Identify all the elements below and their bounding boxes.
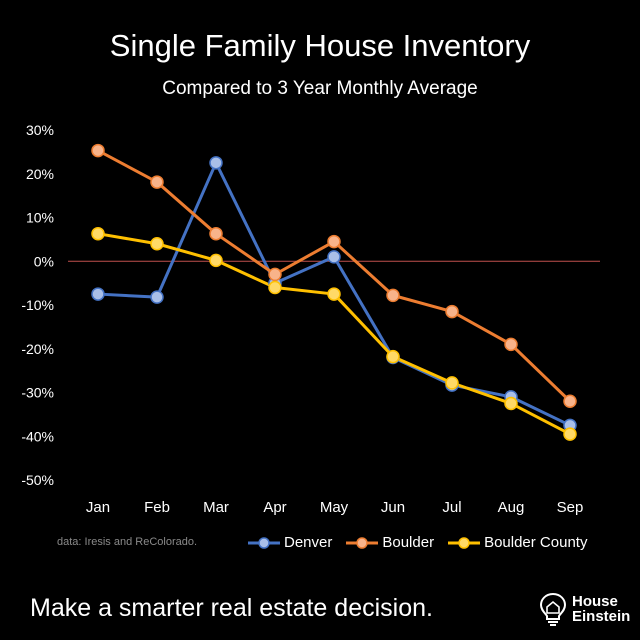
data-point-boulder-county bbox=[150, 237, 164, 251]
data-point-boulder bbox=[209, 226, 223, 241]
data-point-boulder bbox=[445, 304, 459, 319]
series-line-boulder bbox=[97, 149, 572, 403]
x-tick-label: Aug bbox=[498, 499, 525, 516]
data-point-boulder-county bbox=[209, 253, 223, 268]
chart-subtitle: Compared to 3 Year Monthly Average bbox=[162, 78, 478, 99]
x-tick-label: Jun bbox=[381, 499, 405, 516]
y-tick-label: 10% bbox=[26, 210, 54, 226]
y-tick-label: -50% bbox=[21, 472, 54, 488]
y-tick-label: -20% bbox=[21, 341, 54, 357]
legend-swatch-denver bbox=[248, 536, 280, 549]
x-tick-label: Mar bbox=[203, 499, 229, 516]
lightbulb-house-icon bbox=[539, 592, 567, 626]
x-tick-label: Feb bbox=[144, 499, 170, 516]
data-point-boulder bbox=[327, 234, 341, 249]
data-point-boulder bbox=[91, 143, 105, 158]
data-point-boulder-county bbox=[445, 376, 459, 390]
data-point-boulder-county bbox=[563, 427, 577, 441]
x-tick-label: Apr bbox=[263, 499, 286, 516]
data-point-boulder-county bbox=[327, 287, 341, 301]
x-tick-label: May bbox=[320, 499, 349, 516]
data-point-boulder-county bbox=[268, 280, 282, 295]
brand-name: House Einstein bbox=[572, 594, 630, 624]
data-point-denver bbox=[327, 250, 341, 264]
tagline: Make a smarter real estate decision. bbox=[30, 594, 433, 622]
legend-label-boulder: Boulder bbox=[382, 534, 435, 551]
brand-line1: House bbox=[572, 593, 618, 610]
legend-label-boulder-county: Boulder County bbox=[484, 534, 588, 551]
legend-item-denver: Denver bbox=[248, 534, 332, 551]
legend: Denver Boulder Boulder County bbox=[248, 534, 587, 551]
y-tick-label: -10% bbox=[21, 297, 54, 313]
data-point-denver bbox=[150, 290, 164, 304]
x-tick-label: Sep bbox=[557, 499, 584, 516]
legend-item-boulder: Boulder bbox=[346, 534, 434, 551]
data-point-boulder bbox=[268, 267, 282, 282]
data-point-boulder bbox=[504, 337, 518, 352]
brand-logo: House Einstein bbox=[538, 592, 630, 626]
data-point-denver bbox=[91, 287, 105, 301]
data-point-boulder bbox=[386, 288, 400, 303]
y-tick-label: 30% bbox=[26, 122, 54, 138]
y-tick-label: 0% bbox=[34, 253, 54, 269]
data-point-boulder bbox=[563, 394, 577, 408]
x-tick-label: Jul bbox=[442, 499, 461, 516]
legend-swatch-boulder-county bbox=[448, 536, 481, 549]
data-point-boulder bbox=[150, 175, 164, 189]
legend-label-denver: Denver bbox=[284, 534, 333, 551]
y-tick-label: -40% bbox=[21, 428, 54, 444]
y-tick-label: 20% bbox=[26, 166, 54, 182]
chart-title: Single Family House Inventory bbox=[109, 28, 531, 63]
x-tick-label: Jan bbox=[86, 499, 110, 516]
series-line-boulder-county bbox=[97, 232, 571, 436]
y-tick-label: -30% bbox=[21, 385, 54, 401]
data-point-boulder-county bbox=[386, 349, 400, 364]
data-point-denver bbox=[209, 156, 223, 170]
legend-item-boulder-county: Boulder County bbox=[448, 534, 587, 551]
data-point-boulder-county bbox=[504, 396, 518, 411]
brand-line2: Einstein bbox=[572, 608, 631, 625]
legend-swatch-boulder bbox=[346, 536, 379, 549]
data-point-boulder-county bbox=[91, 226, 105, 241]
source-note: data: Iresis and ReColorado. bbox=[57, 536, 198, 548]
